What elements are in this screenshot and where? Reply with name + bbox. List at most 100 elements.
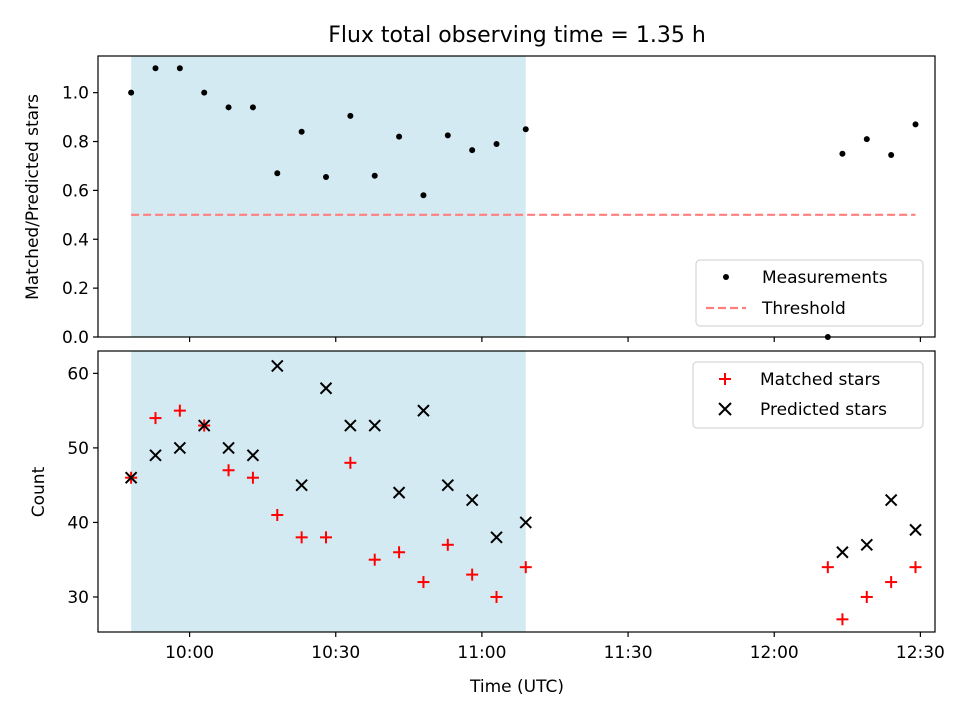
figure-title: Flux total observing time = 1.35 h xyxy=(328,23,706,48)
matched-point xyxy=(173,404,186,417)
y-axis-ticks-top: 0.0 0.2 0.4 0.6 0.8 1.0 xyxy=(62,84,98,348)
predicted-point xyxy=(173,441,187,455)
measurements-series xyxy=(128,65,919,340)
matched-point xyxy=(417,576,430,589)
predicted-point xyxy=(836,546,849,559)
legend-label-predicted: Predicted stars xyxy=(760,400,887,420)
matched-point xyxy=(271,508,284,521)
predicted-point xyxy=(519,516,532,529)
y-tick-label-bottom: 30 xyxy=(67,588,89,608)
matched-point xyxy=(821,561,834,574)
legend-label-measurements: Measurements xyxy=(762,268,888,288)
measurement-point xyxy=(128,89,135,96)
matched-point xyxy=(466,568,479,581)
predicted-point xyxy=(319,382,333,395)
observing-window-shade-top xyxy=(131,56,526,337)
matched-point xyxy=(393,546,406,559)
matched-point xyxy=(295,531,308,544)
matched-point xyxy=(222,464,235,477)
matched-point xyxy=(320,531,333,544)
measurement-point xyxy=(249,104,256,111)
measurement-point xyxy=(396,133,403,140)
predicted-point xyxy=(246,449,260,462)
panel-ratio: 0.0 0.2 0.4 0.6 0.8 1.0 Matched/Predicted sta… xyxy=(23,55,936,348)
measurement-point xyxy=(274,170,281,177)
measurement-point xyxy=(912,121,919,128)
matched-point xyxy=(519,561,532,574)
legend-bottom: Matched stars Predicted stars xyxy=(692,361,924,429)
legend-marker-predicted xyxy=(718,402,732,416)
x-tick-label: 11:00 xyxy=(457,643,506,663)
measurement-point xyxy=(469,147,476,154)
measurement-point xyxy=(493,140,500,147)
x-axis-label: Time (UTC) xyxy=(469,677,564,697)
y-tick-label-top: 0.8 xyxy=(62,133,89,153)
predicted-point xyxy=(149,449,162,462)
legend-frame-top xyxy=(695,259,924,327)
matched-point xyxy=(344,456,357,469)
measurement-point xyxy=(371,172,378,179)
predicted-point xyxy=(884,493,898,507)
y-tick-label-bottom: 50 xyxy=(67,439,89,459)
predicted-point xyxy=(271,359,284,373)
measurement-point xyxy=(323,173,330,180)
predicted-point xyxy=(124,471,138,484)
observing-window-shade-bottom xyxy=(131,351,526,632)
x-tick-label: 11:30 xyxy=(604,643,653,663)
x-axis-ticks-bottom: 10:00 10:30 11:00 11:30 12:00 12:30 xyxy=(165,632,945,663)
matched-point xyxy=(246,471,259,484)
y-axis-label-bottom: Count xyxy=(29,466,49,517)
measurement-point xyxy=(201,89,208,96)
y-tick-label-top: 0.0 xyxy=(62,328,89,348)
legend-marker-matched xyxy=(719,373,731,385)
measurement-point xyxy=(522,126,529,133)
measurement-point xyxy=(888,151,895,158)
matched-point xyxy=(368,553,381,566)
predicted-point xyxy=(222,441,235,455)
predicted-stars-series xyxy=(124,359,922,559)
predicted-point xyxy=(417,404,430,417)
y-tick-label-bottom: 40 xyxy=(67,513,89,533)
predicted-point xyxy=(490,531,503,544)
legend-label-matched: Matched stars xyxy=(760,370,880,390)
x-tick-label: 10:00 xyxy=(165,643,214,663)
y-axis-ticks-bottom: 30 40 50 60 xyxy=(67,364,98,608)
y-tick-label-top: 0.2 xyxy=(62,279,89,299)
matched-stars-series xyxy=(125,404,922,626)
y-tick-label-top: 0.4 xyxy=(62,230,89,250)
x-tick-label: 12:30 xyxy=(896,643,945,663)
legend-label-threshold: Threshold xyxy=(761,299,846,319)
matched-point xyxy=(149,412,162,425)
x-axis-ticks-top xyxy=(188,337,921,342)
matched-point xyxy=(860,590,873,603)
axes-frame-bottom xyxy=(97,350,936,633)
measurement-point xyxy=(839,150,846,157)
predicted-point xyxy=(198,419,211,432)
measurement-point xyxy=(420,192,427,199)
measurement-point xyxy=(176,65,183,72)
measurement-point xyxy=(152,65,159,72)
predicted-point xyxy=(860,538,873,552)
legend-marker-measurements xyxy=(723,274,729,280)
predicted-point xyxy=(465,493,479,507)
predicted-point xyxy=(344,419,357,432)
measurement-point xyxy=(347,112,354,119)
measurement-point xyxy=(225,104,232,111)
legend-top: Measurements Threshold xyxy=(695,259,924,327)
matched-point xyxy=(441,538,454,551)
matched-point xyxy=(836,613,849,626)
x-tick-label: 12:00 xyxy=(750,643,799,663)
y-tick-label-top: 0.6 xyxy=(62,181,89,201)
predicted-point xyxy=(909,523,922,537)
matched-point xyxy=(490,590,503,603)
measurement-point xyxy=(298,128,305,135)
predicted-point xyxy=(392,486,406,499)
axes-frame-top xyxy=(97,55,936,338)
y-tick-label-bottom: 60 xyxy=(67,364,89,384)
matched-point xyxy=(909,561,922,574)
matched-point xyxy=(885,576,898,589)
legend-frame-bottom xyxy=(692,361,924,429)
x-tick-label: 10:30 xyxy=(311,643,360,663)
predicted-point xyxy=(368,419,381,432)
